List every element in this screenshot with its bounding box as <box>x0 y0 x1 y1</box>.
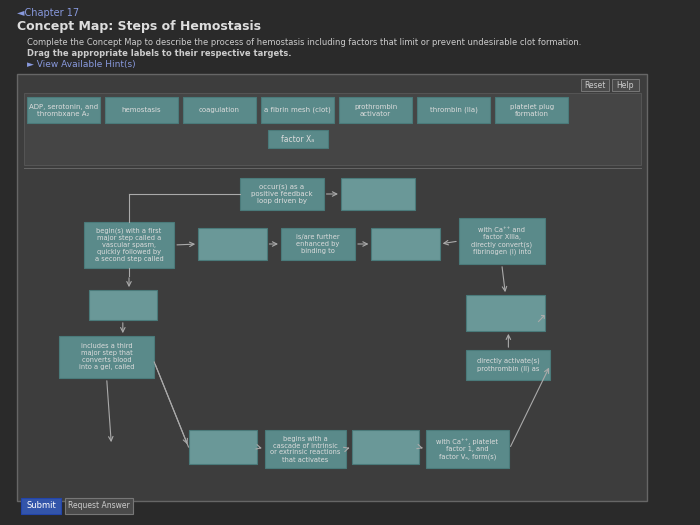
Text: Complete the Concept Map to describe the process of hemostasis including factors: Complete the Concept Map to describe the… <box>27 38 581 47</box>
FancyBboxPatch shape <box>183 97 256 123</box>
Text: platelet plug
formation: platelet plug formation <box>510 103 554 117</box>
Text: Reset: Reset <box>584 80 606 89</box>
Text: prothrombin
activator: prothrombin activator <box>354 103 397 117</box>
FancyBboxPatch shape <box>371 228 440 260</box>
FancyBboxPatch shape <box>0 0 666 525</box>
Text: with Ca⁺⁺ and
factor XIIIa,
directly convert(s)
fibrinogen (I) into: with Ca⁺⁺ and factor XIIIa, directly con… <box>471 227 532 255</box>
Text: begin(s) with a first
major step called a
vascular spasm,
quickly followed by
a : begin(s) with a first major step called … <box>94 228 163 262</box>
FancyBboxPatch shape <box>188 430 257 464</box>
FancyBboxPatch shape <box>24 93 640 165</box>
FancyBboxPatch shape <box>352 430 419 464</box>
Text: begins with a
cascade of intrinsic
or extrinsic reactions
that activates: begins with a cascade of intrinsic or ex… <box>270 436 340 463</box>
FancyBboxPatch shape <box>198 228 267 260</box>
Text: hemostasis: hemostasis <box>122 107 161 113</box>
FancyBboxPatch shape <box>64 498 133 514</box>
FancyBboxPatch shape <box>21 498 61 514</box>
Text: ◄Chapter 17: ◄Chapter 17 <box>17 8 79 18</box>
FancyBboxPatch shape <box>59 336 154 378</box>
FancyBboxPatch shape <box>341 178 415 210</box>
FancyBboxPatch shape <box>88 290 157 320</box>
FancyBboxPatch shape <box>105 97 178 123</box>
Text: occur(s) as a
positive feedback
loop driven by: occur(s) as a positive feedback loop dri… <box>251 184 313 204</box>
Text: thrombin (IIa): thrombin (IIa) <box>430 107 477 113</box>
Text: with Ca⁺⁺, platelet
factor 1, and
factor Vₐ, form(s): with Ca⁺⁺, platelet factor 1, and factor… <box>436 438 498 459</box>
FancyBboxPatch shape <box>84 222 174 268</box>
FancyBboxPatch shape <box>459 218 545 264</box>
FancyBboxPatch shape <box>265 430 346 468</box>
Text: Concept Map: Steps of Hemostasis: Concept Map: Steps of Hemostasis <box>17 20 261 33</box>
Text: Drag the appropriate labels to their respective targets.: Drag the appropriate labels to their res… <box>27 49 291 58</box>
FancyBboxPatch shape <box>240 178 323 210</box>
FancyBboxPatch shape <box>281 228 355 260</box>
FancyBboxPatch shape <box>466 295 545 331</box>
Text: ↗: ↗ <box>535 313 545 326</box>
Text: ADP, serotonin, and
thrombxane A₂: ADP, serotonin, and thrombxane A₂ <box>29 103 98 117</box>
Text: Submit: Submit <box>26 501 56 510</box>
FancyBboxPatch shape <box>417 97 490 123</box>
FancyBboxPatch shape <box>17 74 648 501</box>
FancyBboxPatch shape <box>269 130 328 148</box>
Text: a fibrin mesh (clot): a fibrin mesh (clot) <box>264 107 331 113</box>
Text: includes a third
major step that
converts blood
into a gel, called: includes a third major step that convert… <box>79 343 134 371</box>
Text: coagulation: coagulation <box>199 107 240 113</box>
Text: is/are further
enhanced by
binding to: is/are further enhanced by binding to <box>296 234 339 254</box>
FancyBboxPatch shape <box>466 350 550 380</box>
FancyBboxPatch shape <box>426 430 510 468</box>
Text: Request Answer: Request Answer <box>68 501 130 510</box>
Text: directly activate(s)
prothrombin (II) as: directly activate(s) prothrombin (II) as <box>477 358 540 372</box>
Text: ► View Available Hint(s): ► View Available Hint(s) <box>27 60 135 69</box>
FancyBboxPatch shape <box>339 97 412 123</box>
FancyBboxPatch shape <box>27 97 100 123</box>
FancyBboxPatch shape <box>581 79 609 91</box>
FancyBboxPatch shape <box>612 79 639 91</box>
Text: factor Xₐ: factor Xₐ <box>281 134 314 143</box>
FancyBboxPatch shape <box>495 97 568 123</box>
FancyBboxPatch shape <box>261 97 334 123</box>
Text: Help: Help <box>617 80 634 89</box>
